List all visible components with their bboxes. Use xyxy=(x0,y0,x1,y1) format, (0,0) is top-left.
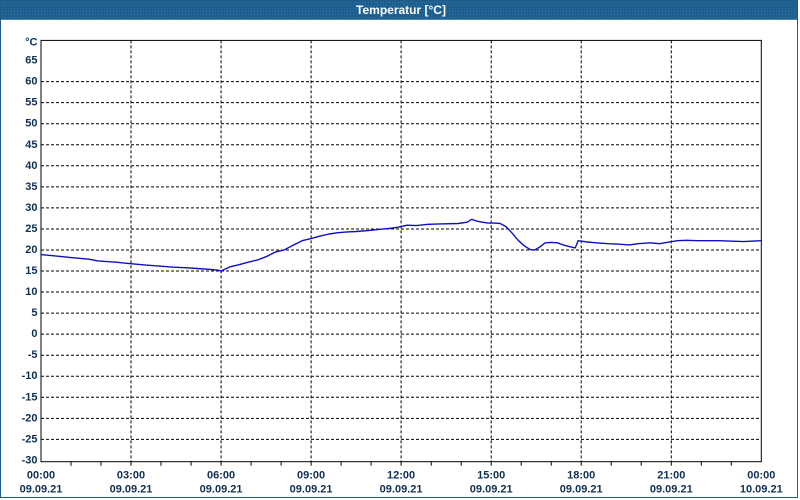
svg-text:45: 45 xyxy=(25,139,37,151)
svg-text:03:00: 03:00 xyxy=(117,470,145,482)
svg-text:35: 35 xyxy=(25,181,37,193)
svg-text:09.09.21: 09.09.21 xyxy=(200,484,243,496)
svg-text:30: 30 xyxy=(25,202,37,214)
svg-text:00:00: 00:00 xyxy=(27,470,55,482)
svg-text:25: 25 xyxy=(25,223,37,235)
svg-text:-5: -5 xyxy=(28,349,38,361)
svg-text:09.09.21: 09.09.21 xyxy=(290,484,333,496)
svg-text:-30: -30 xyxy=(22,454,38,466)
svg-text:65: 65 xyxy=(25,55,37,67)
svg-text:°C: °C xyxy=(25,36,37,48)
svg-text:09.09.21: 09.09.21 xyxy=(20,484,63,496)
svg-text:06:00: 06:00 xyxy=(207,470,235,482)
svg-text:10.09.21: 10.09.21 xyxy=(740,484,783,496)
svg-text:-15: -15 xyxy=(22,391,38,403)
svg-text:09.09.21: 09.09.21 xyxy=(650,484,693,496)
svg-text:0: 0 xyxy=(31,328,37,340)
svg-text:00:00: 00:00 xyxy=(747,470,775,482)
svg-text:21:00: 21:00 xyxy=(657,470,685,482)
svg-text:-20: -20 xyxy=(22,412,38,424)
svg-text:55: 55 xyxy=(25,97,37,109)
svg-text:18:00: 18:00 xyxy=(567,470,595,482)
svg-text:15:00: 15:00 xyxy=(477,470,505,482)
svg-text:10: 10 xyxy=(25,286,37,298)
svg-text:09.09.21: 09.09.21 xyxy=(110,484,153,496)
svg-text:-25: -25 xyxy=(22,433,38,445)
svg-text:09:00: 09:00 xyxy=(297,470,325,482)
svg-text:15: 15 xyxy=(25,265,37,277)
svg-text:12:00: 12:00 xyxy=(387,470,415,482)
svg-text:-10: -10 xyxy=(22,370,38,382)
svg-text:60: 60 xyxy=(25,76,37,88)
svg-text:09.09.21: 09.09.21 xyxy=(560,484,603,496)
svg-text:50: 50 xyxy=(25,118,37,130)
svg-text:20: 20 xyxy=(25,244,37,256)
svg-text:09.09.21: 09.09.21 xyxy=(380,484,423,496)
svg-text:09.09.21: 09.09.21 xyxy=(470,484,513,496)
svg-text:5: 5 xyxy=(31,307,37,319)
svg-text:40: 40 xyxy=(25,160,37,172)
